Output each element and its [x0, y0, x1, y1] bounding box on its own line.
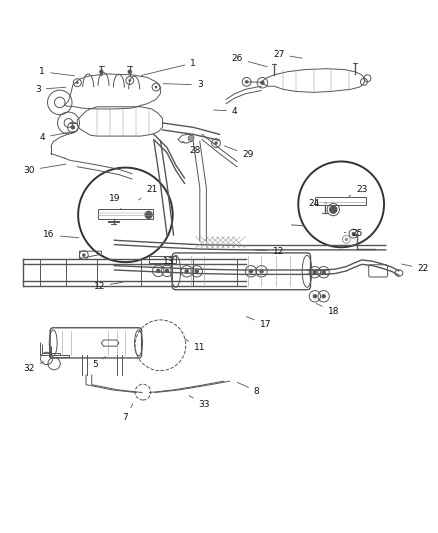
Circle shape [194, 269, 198, 273]
Text: 4: 4 [39, 131, 74, 142]
Circle shape [259, 269, 263, 273]
Circle shape [248, 269, 253, 273]
Circle shape [244, 80, 248, 84]
Text: 1: 1 [141, 59, 196, 76]
Text: 4: 4 [213, 107, 237, 116]
Circle shape [312, 270, 316, 274]
Circle shape [82, 253, 85, 257]
Circle shape [164, 269, 169, 273]
Text: 1: 1 [39, 67, 74, 76]
Circle shape [155, 269, 160, 273]
Circle shape [76, 82, 78, 84]
Circle shape [329, 206, 336, 213]
Text: 21: 21 [138, 185, 157, 200]
Text: 3: 3 [35, 85, 66, 94]
Circle shape [128, 79, 131, 82]
Text: 13: 13 [163, 257, 174, 266]
Circle shape [127, 70, 132, 74]
Text: 3: 3 [163, 80, 202, 90]
Text: 8: 8 [237, 382, 259, 395]
Text: 25: 25 [343, 229, 362, 238]
Circle shape [321, 294, 325, 298]
Text: 24: 24 [307, 199, 326, 207]
Circle shape [71, 125, 75, 130]
Circle shape [260, 80, 264, 85]
Text: 32: 32 [23, 362, 44, 373]
Circle shape [154, 86, 157, 88]
Circle shape [99, 70, 103, 74]
Text: 26: 26 [231, 54, 267, 67]
Text: 7: 7 [122, 403, 133, 422]
Text: 30: 30 [23, 164, 66, 175]
Circle shape [145, 212, 152, 219]
Text: 33: 33 [189, 395, 209, 409]
Text: 22: 22 [401, 264, 427, 273]
Text: 12: 12 [254, 247, 284, 256]
Circle shape [321, 270, 325, 274]
Circle shape [184, 269, 188, 273]
Text: 17: 17 [246, 317, 271, 329]
Text: 27: 27 [272, 50, 301, 59]
Text: 11: 11 [184, 339, 205, 352]
Text: 16: 16 [43, 230, 79, 239]
Text: 23: 23 [348, 185, 367, 197]
Circle shape [351, 232, 354, 236]
Text: 28: 28 [182, 141, 201, 155]
Text: 29: 29 [224, 146, 253, 159]
Text: 18: 18 [315, 303, 338, 316]
Text: 19: 19 [109, 194, 121, 209]
Text: 12: 12 [93, 282, 122, 290]
Circle shape [344, 238, 347, 241]
Circle shape [187, 135, 194, 141]
Circle shape [214, 141, 217, 145]
Circle shape [312, 294, 316, 298]
Text: 5: 5 [92, 357, 106, 369]
